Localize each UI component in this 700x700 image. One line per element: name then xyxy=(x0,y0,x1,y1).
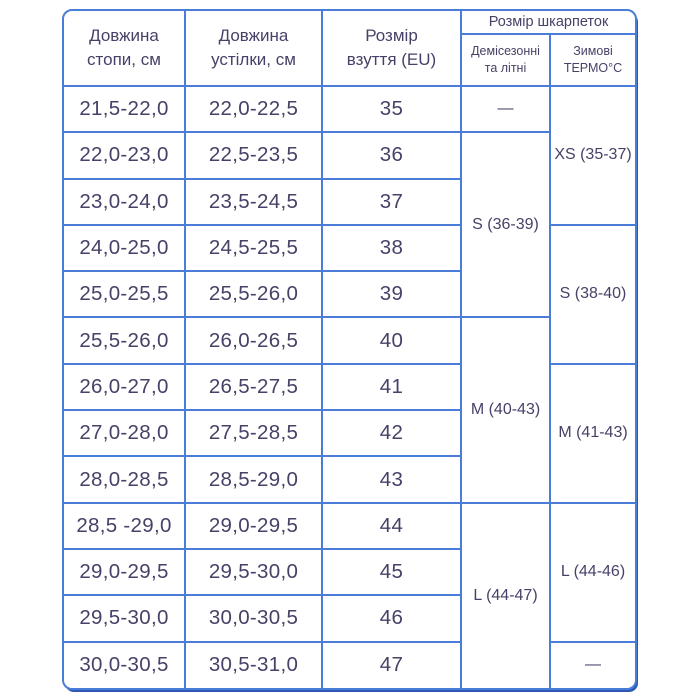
header-foot-length: Довжина стопи, см xyxy=(64,11,186,87)
table-row: 24,0-25,0 24,5-25,5 38 S (38-40) xyxy=(64,223,635,365)
cell-shoe-size: 40 xyxy=(321,316,462,365)
header-row-sub: Демісезонні та літні Зимові ТЕРМО°С xyxy=(64,33,635,87)
cell-foot-range: 26,0-27,0 xyxy=(64,362,186,412)
cell-insole-range: 25,5-26,0 xyxy=(184,270,323,319)
cell-shoe-size: 37 xyxy=(321,177,462,226)
cell-sock-winter-m: M (41-43) xyxy=(549,362,635,504)
cell-foot-range: 28,5 -29,0 xyxy=(64,501,186,550)
cell-sock-demi-s: S (36-39) xyxy=(460,131,551,319)
cell-insole-range: 22,5-23,5 xyxy=(184,131,323,180)
table-row: 25,5-26,0 26,0-26,5 40 M (40-43) xyxy=(64,316,635,504)
cell-foot-range: 24,0-25,0 xyxy=(64,223,186,273)
cell-sock-demi-l: L (44-47) xyxy=(460,501,551,688)
header-sock-size-group: Розмір шкарпеток xyxy=(460,11,635,35)
shoe-sock-size-table: Довжина стопи, см Довжина устілки, см Ро… xyxy=(64,11,635,688)
table-row: 27,0-28,0 27,5-28,5 42 xyxy=(64,409,635,458)
cell-shoe-size: 46 xyxy=(321,594,462,643)
header-sock-winter-thermo: Зимові ТЕРМО°С xyxy=(549,33,635,87)
header-shoe-size-eu: Розмір взуття (EU) xyxy=(321,11,462,87)
cell-insole-range: 30,5-31,0 xyxy=(184,640,323,688)
cell-shoe-size: 36 xyxy=(321,131,462,180)
table-row: 28,0-28,5 28,5-29,0 43 xyxy=(64,455,635,504)
cell-foot-range: 28,0-28,5 xyxy=(64,455,186,504)
cell-sock-winter-s: S (38-40) xyxy=(549,223,635,365)
header-row-group: Довжина стопи, см Довжина устілки, см Ро… xyxy=(64,11,635,87)
header-insole-length: Довжина устілки, см xyxy=(184,11,323,87)
cell-insole-range: 24,5-25,5 xyxy=(184,223,323,273)
cell-foot-range: 21,5-22,0 xyxy=(64,84,186,134)
cell-insole-range: 26,5-27,5 xyxy=(184,362,323,412)
table-row: 26,0-27,0 26,5-27,5 41 M (41-43) xyxy=(64,362,635,504)
cell-foot-range: 25,0-25,5 xyxy=(64,270,186,319)
cell-shoe-size: 47 xyxy=(321,640,462,688)
table-row: 29,5-30,0 30,0-30,5 46 xyxy=(64,594,635,643)
table-row: 30,0-30,5 30,5-31,0 47 — xyxy=(64,640,635,688)
cell-shoe-size: 38 xyxy=(321,223,462,273)
table-row: 25,0-25,5 25,5-26,0 39 xyxy=(64,270,635,319)
table-row: 28,5 -29,0 29,0-29,5 44 L (44-47) L (44-… xyxy=(64,501,635,688)
size-chart-table-frame: Довжина стопи, см Довжина устілки, см Ро… xyxy=(62,9,637,690)
cell-foot-range: 29,5-30,0 xyxy=(64,594,186,643)
cell-shoe-size: 44 xyxy=(321,501,462,550)
cell-insole-range: 27,5-28,5 xyxy=(184,409,323,458)
cell-shoe-size: 39 xyxy=(321,270,462,319)
table-row: 22,0-23,0 22,5-23,5 36 S (36-39) xyxy=(64,131,635,319)
cell-foot-range: 23,0-24,0 xyxy=(64,177,186,226)
cell-sock-winter-l: L (44-46) xyxy=(549,501,635,643)
cell-insole-range: 29,5-30,0 xyxy=(184,547,323,597)
cell-shoe-size: 41 xyxy=(321,362,462,412)
cell-shoe-size: 43 xyxy=(321,455,462,504)
cell-sock-demi-m: M (40-43) xyxy=(460,316,551,504)
header-sock-demi-season: Демісезонні та літні xyxy=(460,33,551,87)
cell-foot-range: 25,5-26,0 xyxy=(64,316,186,365)
cell-insole-range: 30,0-30,5 xyxy=(184,594,323,643)
table-row: 21,5-22,0 22,0-22,5 35 — XS (35-37) xyxy=(64,84,635,226)
cell-insole-range: 26,0-26,5 xyxy=(184,316,323,365)
table-row: 29,0-29,5 29,5-30,0 45 xyxy=(64,547,635,597)
cell-foot-range: 22,0-23,0 xyxy=(64,131,186,180)
cell-insole-range: 22,0-22,5 xyxy=(184,84,323,134)
cell-foot-range: 27,0-28,0 xyxy=(64,409,186,458)
cell-insole-range: 29,0-29,5 xyxy=(184,501,323,550)
cell-foot-range: 30,0-30,5 xyxy=(64,640,186,688)
cell-sock-winter-none: — xyxy=(549,640,635,688)
cell-shoe-size: 45 xyxy=(321,547,462,597)
cell-insole-range: 23,5-24,5 xyxy=(184,177,323,226)
cell-sock-demi-none: — xyxy=(460,84,551,134)
cell-shoe-size: 35 xyxy=(321,84,462,134)
cell-shoe-size: 42 xyxy=(321,409,462,458)
cell-sock-winter-xs: XS (35-37) xyxy=(549,85,635,226)
cell-insole-range: 28,5-29,0 xyxy=(184,455,323,504)
table-row: 23,0-24,0 23,5-24,5 37 xyxy=(64,177,635,226)
cell-foot-range: 29,0-29,5 xyxy=(64,547,186,597)
